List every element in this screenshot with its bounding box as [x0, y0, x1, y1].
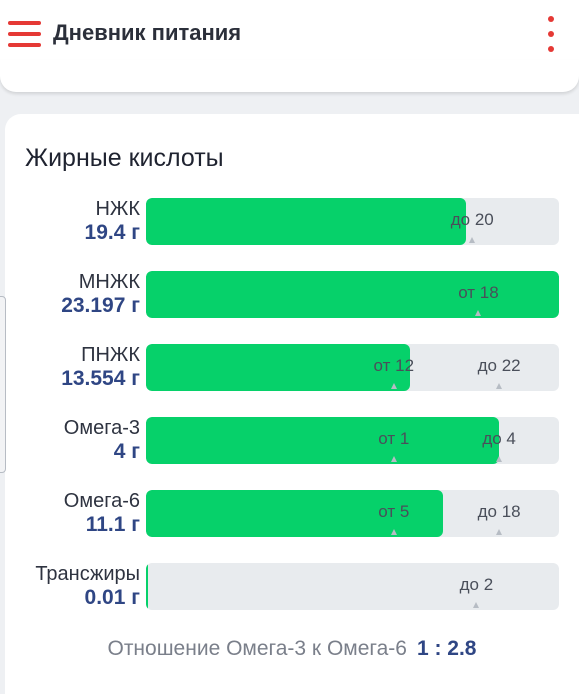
- nutrient-row-omega-6[interactable]: Омега-6 11.1 г от 5 до 18: [5, 488, 579, 540]
- progress-track: до 2: [146, 563, 559, 610]
- range-marker-label: до 18: [477, 502, 521, 521]
- nutrient-amount: 19.4 г: [84, 221, 140, 244]
- hamburger-menu-icon[interactable]: [8, 21, 41, 47]
- range-marker-triangle-icon: [496, 529, 503, 535]
- range-marker-triangle-icon: [496, 383, 503, 389]
- nutrient-name: НЖК: [95, 198, 140, 220]
- nutrient-amount: 4 г: [113, 440, 140, 463]
- progress-track: до 20: [146, 198, 559, 245]
- nutrient-name: Трансжиры: [35, 563, 140, 585]
- progress-fill: [146, 417, 500, 464]
- previous-card-bottom: [0, 60, 579, 92]
- range-marker-label: от 18: [458, 283, 499, 302]
- progress-track: от 12 до 22: [146, 344, 559, 391]
- range-marker-triangle-icon: [390, 383, 397, 389]
- range-marker-triangle-icon: [473, 602, 480, 608]
- range-marker-label: до 2: [459, 575, 494, 594]
- app-bar: Дневник питания: [0, 0, 579, 70]
- omega-ratio: Отношение Омега-3 к Омега-6 1 : 2.8: [5, 637, 579, 661]
- nutrient-name: МНЖК: [78, 271, 140, 293]
- nutrient-row-pnzhk[interactable]: ПНЖК 13.554 г от 12 до 22: [5, 342, 579, 394]
- nutrient-amount: 11.1 г: [85, 513, 140, 536]
- nutrient-row-nzhk[interactable]: НЖК 19.4 г до 20: [5, 196, 579, 248]
- progress-track: от 18: [146, 271, 559, 318]
- ratio-label: Отношение Омега-3 к Омега-6: [107, 637, 407, 660]
- progress-fill: [146, 271, 559, 318]
- range-marker-label: от 12: [373, 356, 415, 375]
- range-marker-label: до 4: [482, 429, 516, 448]
- range-marker-triangle-icon: [390, 529, 397, 535]
- fatty-acids-card: Жирные кислоты НЖК 19.4 г до 20 МНЖК 23.…: [5, 114, 579, 694]
- range-marker-label: до 22: [477, 356, 521, 375]
- nutrient-row-mnzhk[interactable]: МНЖК 23.197 г от 18: [5, 269, 579, 321]
- nutrient-name: Омега-3: [63, 417, 140, 439]
- app-title: Дневник питания: [53, 20, 242, 45]
- progress-fill: [146, 563, 149, 610]
- nutrient-amount: 0.01 г: [84, 586, 140, 609]
- range-marker-triangle-icon: [469, 237, 476, 243]
- more-vertical-icon[interactable]: [540, 16, 562, 52]
- range-marker-triangle-icon: [496, 456, 503, 462]
- range-marker-triangle-icon: [475, 310, 482, 316]
- progress-track: от 1 до 4: [146, 417, 559, 464]
- progress-track: от 5 до 18: [146, 490, 559, 537]
- range-marker-label: до 20: [450, 210, 494, 229]
- progress-fill: [146, 344, 411, 391]
- side-scroll-handle[interactable]: [0, 296, 6, 473]
- progress-fill: [146, 198, 467, 245]
- section-title: Жирные кислоты: [25, 144, 224, 172]
- ratio-value: 1 : 2.8: [416, 637, 477, 660]
- nutrient-amount: 23.197 г: [61, 294, 140, 317]
- nutrient-name: ПНЖК: [81, 344, 140, 366]
- range-marker-label: от 5: [378, 502, 410, 521]
- nutrient-row-omega-3[interactable]: Омега-3 4 г от 1 до 4: [5, 415, 579, 467]
- nutrient-name: Омега-6: [63, 490, 140, 512]
- range-marker-triangle-icon: [390, 456, 397, 462]
- nutrient-row-trans-fats[interactable]: Трансжиры 0.01 г до 2: [5, 561, 579, 613]
- nutrient-amount: 13.554 г: [61, 367, 140, 390]
- range-marker-label: от 1: [378, 429, 410, 448]
